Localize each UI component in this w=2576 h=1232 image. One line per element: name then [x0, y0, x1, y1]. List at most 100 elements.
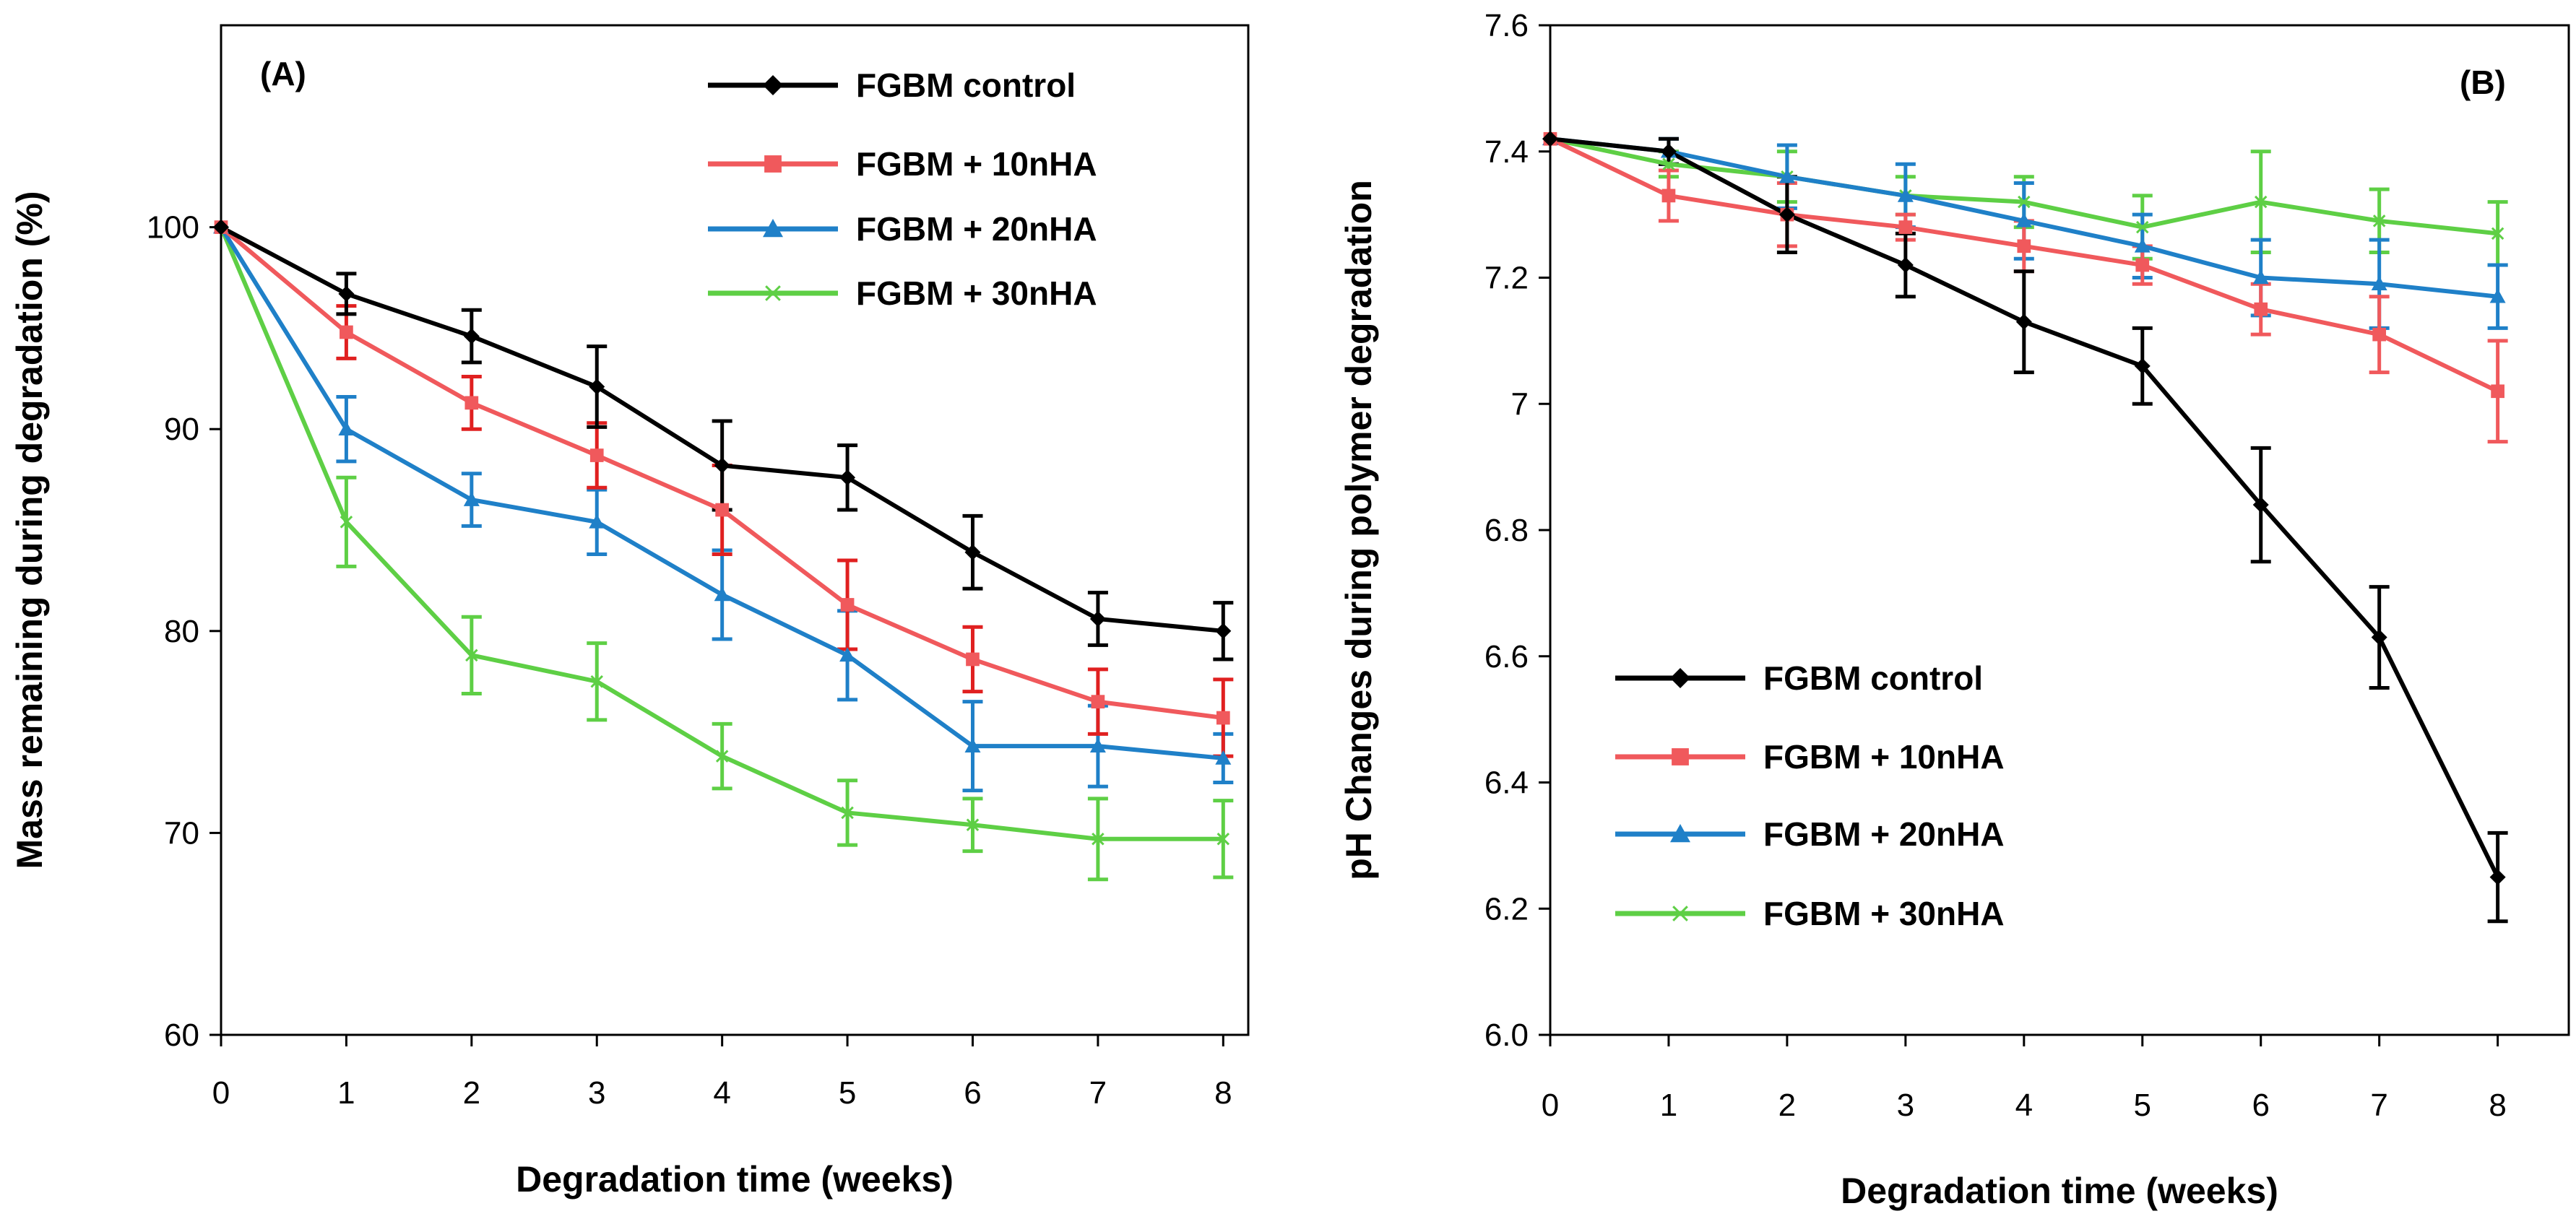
legend-label: FGBM + 20nHA: [1763, 815, 2005, 853]
x-tick-label: 8: [1214, 1075, 1232, 1111]
data-point: [2017, 239, 2031, 253]
data-point: [2371, 276, 2387, 291]
y-tick-label: 90: [164, 412, 199, 447]
legend-entry: FGBM + 30nHA: [708, 274, 1097, 312]
data-point: [2018, 195, 2031, 209]
panel-label: (B): [2460, 64, 2506, 101]
y-tick-label: 7.2: [1484, 261, 1529, 296]
data-point: [2372, 327, 2387, 342]
x-tick-label: 1: [337, 1075, 355, 1111]
legend: FGBM control FGBM + 10nHA FGBM + 20nHA F…: [1615, 659, 2005, 932]
data-point: [463, 492, 480, 506]
data-point: [1670, 668, 1690, 688]
legend-label: FGBM + 10nHA: [856, 145, 1097, 183]
x-tick-label: 8: [2489, 1088, 2506, 1123]
data-point: [1216, 833, 1230, 846]
x-tick-label: 6: [964, 1075, 981, 1111]
data-point: [715, 750, 729, 763]
data-point: [2489, 869, 2506, 885]
legend-label: FGBM + 30nHA: [1763, 895, 2005, 932]
x-tick-label: 0: [212, 1075, 230, 1111]
data-point: [715, 503, 730, 517]
data-point: [1092, 833, 1105, 846]
data-point: [464, 396, 479, 410]
legend-label: FGBM + 30nHA: [856, 274, 1097, 312]
legend-symbol: [708, 155, 838, 173]
legend-entry: FGBM + 30nHA: [1615, 895, 2005, 932]
data-point: [1898, 220, 1913, 234]
data-point: [714, 457, 730, 474]
legend-symbol: [1615, 824, 1745, 843]
legend-label: FGBM + 20nHA: [856, 210, 1097, 248]
data-point: [2371, 629, 2387, 646]
data-point: [1089, 611, 1106, 628]
data-point: [1778, 168, 1795, 183]
data-point: [1897, 187, 1914, 202]
data-point: [1215, 622, 1232, 639]
data-point: [1216, 711, 1230, 725]
data-point: [2254, 195, 2268, 209]
x-tick-label: 4: [713, 1075, 730, 1111]
y-tick-label: 80: [164, 614, 199, 649]
data-point: [2491, 384, 2504, 399]
data-point: [465, 648, 478, 662]
data-point: [1672, 906, 1688, 921]
y-tick-label: 100: [147, 210, 199, 246]
y-tick-label: 7.4: [1484, 134, 1529, 170]
x-tick-label: 3: [1897, 1088, 1914, 1123]
x-tick-label: 0: [1542, 1088, 1559, 1123]
x-tick-label: 3: [588, 1075, 605, 1111]
y-axis-ticks: 60 70 80 90 100: [147, 210, 221, 1053]
legend-symbol: [1615, 748, 1745, 765]
data-point: [763, 75, 783, 95]
legend-entry: FGBM control: [708, 66, 1076, 104]
data-point: [1215, 750, 1232, 765]
x-tick-label: 5: [839, 1075, 856, 1111]
data-point: [2252, 269, 2269, 285]
x-tick-label: 2: [463, 1075, 480, 1111]
legend-entry: FGBM control: [1615, 659, 1983, 697]
data-point: [589, 378, 605, 395]
data-point: [2134, 238, 2151, 253]
data-point: [763, 219, 783, 238]
y-tick-label: 60: [164, 1018, 199, 1053]
y-axis-title: pH Changes during polymer degradation: [1339, 180, 1379, 880]
data-point: [2254, 302, 2268, 316]
data-point: [1542, 131, 1558, 147]
data-point: [1778, 207, 1795, 223]
x-tick-label: 7: [1089, 1075, 1107, 1111]
legend-entry: FGBM + 10nHA: [708, 145, 1097, 183]
legend-entry: FGBM + 10nHA: [1615, 738, 2005, 776]
data-point: [964, 738, 981, 752]
data-point: [340, 516, 353, 529]
series-markers: [213, 219, 1232, 846]
legend-symbol: [1615, 906, 1745, 921]
data-point: [1662, 157, 1675, 170]
data-point: [2015, 212, 2032, 227]
x-tick-label: 2: [1778, 1088, 1796, 1123]
y-tick-label: 6.8: [1484, 513, 1529, 548]
data-point: [2134, 357, 2151, 374]
legend-symbol: [708, 75, 838, 95]
y-tick-label: 6.2: [1484, 891, 1529, 927]
x-tick-label: 5: [2134, 1088, 2151, 1123]
data-point: [2491, 227, 2504, 240]
data-point: [966, 652, 980, 667]
data-point: [765, 285, 781, 301]
panel-a: 0 1 2 3 4 5 6 7 8 60 70 80 90 100 (A) Degradation ti…: [9, 24, 1250, 1200]
data-point: [340, 325, 353, 339]
data-point: [966, 818, 980, 831]
x-tick-label: 7: [2370, 1088, 2387, 1123]
data-point: [1089, 738, 1106, 752]
y-tick-label: 7: [1511, 386, 1529, 422]
data-point: [589, 513, 605, 529]
data-point: [2135, 258, 2150, 272]
x-axis-ticks: 0 1 2 3 4 5 6 7 8: [212, 1035, 1232, 1111]
data-point: [2372, 214, 2386, 227]
data-point: [338, 285, 355, 302]
data-point: [1672, 748, 1689, 765]
y-tick-label: 70: [164, 815, 199, 851]
legend: FGBM control FGBM + 10nHA FGBM + 20nHA F…: [708, 66, 1097, 312]
